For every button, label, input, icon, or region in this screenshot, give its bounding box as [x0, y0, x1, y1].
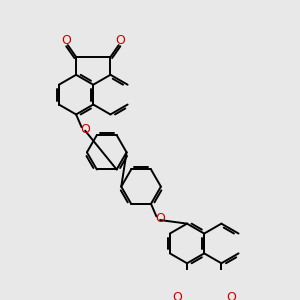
Text: O: O: [226, 291, 236, 300]
Text: O: O: [116, 34, 125, 47]
Text: O: O: [172, 291, 182, 300]
Text: O: O: [155, 212, 165, 225]
Text: O: O: [61, 34, 71, 47]
Text: O: O: [80, 123, 90, 136]
